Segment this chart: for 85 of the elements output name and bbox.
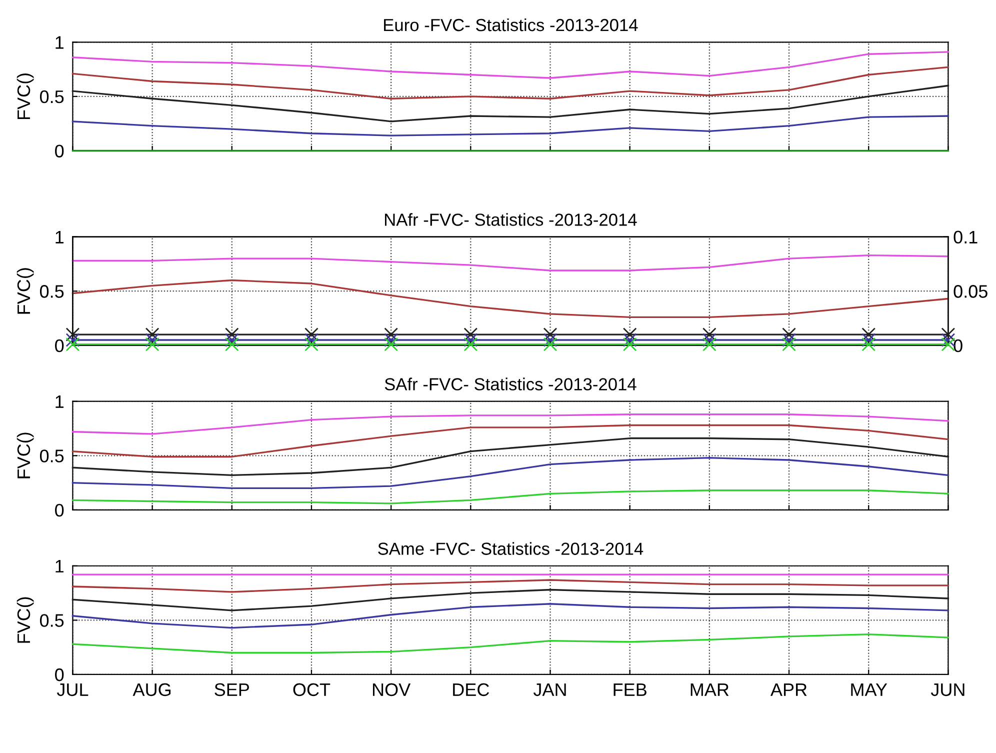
chart-title: SAme -FVC- Statistics -2013-2014 (378, 542, 644, 555)
y-tick-label: 1 (56, 36, 64, 49)
x-tick-label: MAY (851, 683, 888, 696)
y-tick-label: 0 (55, 504, 64, 517)
point (145, 328, 160, 342)
point (862, 328, 876, 342)
x-tick-label: SEP (214, 683, 249, 696)
point (66, 333, 80, 347)
x-tick-label: FEB (614, 683, 646, 696)
y-tick-label: 0 (55, 668, 64, 682)
x-tick-label: MAR (690, 683, 729, 696)
chart-title: Euro -FVC- Statistics -2013-2014 (384, 18, 638, 32)
y-axis-title: FVC() (16, 74, 34, 120)
x-tick-label: AUG (132, 683, 171, 696)
y-tick-label: 1 (56, 395, 64, 408)
y-axis-title: FVC() (16, 597, 34, 643)
point (66, 328, 80, 342)
y-axis-title: FVC() (16, 268, 34, 314)
point (941, 333, 956, 347)
point (702, 333, 716, 347)
line-series (72, 254, 950, 272)
x-tick-label: NOV (372, 683, 411, 696)
y-tick-label: 1 (56, 560, 64, 572)
point (464, 337, 478, 352)
y2-tick-label: 0.1 (954, 230, 978, 244)
y-tick-label: 0.5 (40, 450, 64, 462)
line-series (72, 84, 950, 122)
point (543, 337, 558, 352)
point (622, 328, 637, 342)
y-tick-label: 0 (55, 144, 64, 158)
y-tick-label: 0.5 (40, 90, 64, 104)
point (384, 328, 398, 342)
point (384, 337, 398, 352)
line-series (72, 456, 950, 490)
x-tick-label: JUL (56, 683, 88, 696)
point (543, 333, 558, 347)
point (702, 337, 716, 352)
point (862, 337, 876, 352)
y-axis-title: FVC() (16, 432, 34, 478)
point (224, 333, 239, 347)
line-series (72, 414, 950, 435)
line-series (72, 490, 950, 504)
point (941, 328, 956, 342)
y-tick-label: 0.5 (40, 614, 64, 627)
y-tick-label: 0 (55, 339, 64, 352)
point (862, 333, 876, 347)
point (464, 328, 478, 342)
line-series (72, 279, 950, 318)
point (304, 328, 318, 342)
point (622, 337, 637, 352)
x-tick-label: OCT (293, 683, 330, 696)
point (622, 333, 637, 347)
point (224, 337, 239, 352)
point (384, 333, 398, 347)
line-series (72, 633, 950, 654)
y2-tick-label: 0.05 (954, 285, 988, 298)
x-tick-label: DEC (453, 683, 490, 696)
line-series (72, 66, 950, 100)
line-series (72, 51, 950, 79)
x-tick-label: JUN (930, 683, 964, 696)
point (782, 328, 796, 342)
chart-title: NAfr -FVC- Statistics -2013-2014 (385, 213, 637, 226)
point (782, 333, 796, 347)
point (464, 333, 478, 347)
x-tick-label: JAN (533, 683, 566, 696)
point (66, 337, 80, 352)
line-series (72, 588, 950, 612)
y-tick-label: 0.5 (40, 285, 64, 298)
x-tick-label: APR (770, 683, 807, 696)
y2-tick-label: 0 (954, 339, 962, 352)
chart-title: SAfr -FVC- Statistics -2013-2014 (384, 378, 636, 390)
line-series (72, 603, 950, 629)
point (702, 328, 716, 342)
line-series (72, 424, 950, 458)
line-series (72, 579, 950, 593)
point (145, 333, 160, 347)
point (145, 337, 160, 352)
line-series (72, 115, 950, 136)
y-tick-label: 1 (56, 230, 64, 244)
line-series (72, 437, 950, 476)
point (304, 337, 318, 352)
point (224, 328, 239, 342)
point (782, 337, 796, 352)
point (304, 333, 318, 347)
point (543, 328, 558, 342)
